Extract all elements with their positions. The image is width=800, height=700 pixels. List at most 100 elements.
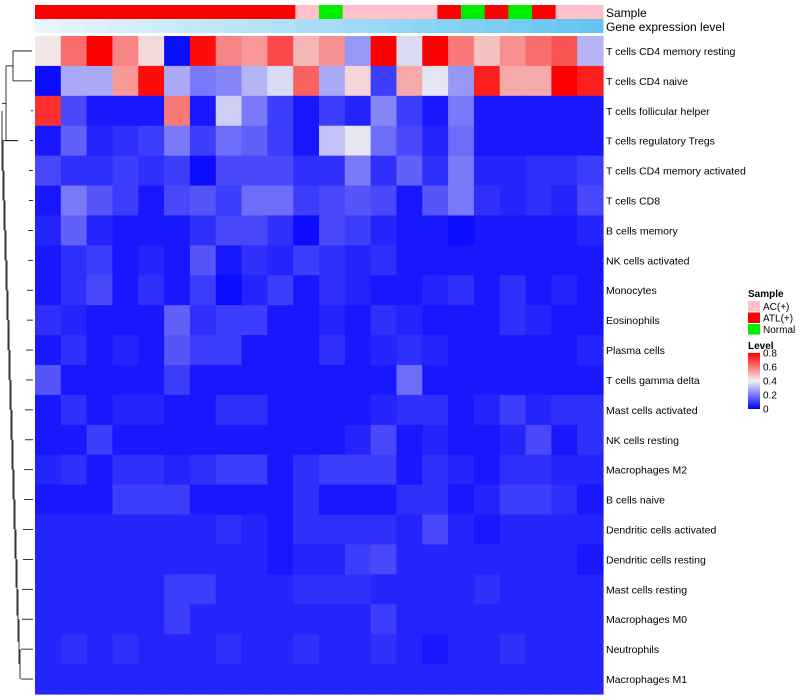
legend-sample-title: Sample (748, 289, 784, 300)
heatmap-cell (473, 245, 501, 276)
heatmap-cell (499, 215, 527, 246)
heatmap-cell (370, 394, 398, 426)
heatmap-cell (577, 36, 604, 67)
heatmap-cell (267, 454, 294, 486)
legend-level-tick-label: 0.2 (763, 391, 777, 402)
legend-sample-label: AC(+) (763, 302, 789, 313)
heatmap-cell (60, 544, 88, 575)
heatmap-cells (35, 36, 604, 695)
heatmap-cell (525, 245, 552, 276)
heatmap-cell (241, 155, 268, 187)
heatmap-cell (60, 36, 88, 67)
heatmap-cell (112, 394, 139, 426)
heatmap-cell (344, 155, 372, 187)
heatmap-cell (138, 424, 165, 456)
heatmap-cell (525, 634, 552, 665)
heatmap-cell (499, 365, 527, 396)
heatmap-cell (499, 454, 527, 486)
heatmap-cell (112, 335, 139, 366)
heatmap-cell (525, 305, 552, 336)
heatmap-cell (86, 95, 114, 127)
heatmap-cell (499, 155, 527, 187)
heatmap-cell (499, 65, 527, 97)
heatmap-cell (448, 275, 475, 306)
heatmap-cell (344, 604, 372, 635)
heatmap-cell (370, 424, 398, 456)
heatmap-cell (293, 574, 320, 605)
heatmap-cell (396, 664, 423, 695)
annotation-gene-level-cell (129, 19, 154, 33)
annotation-gene-level-cell (224, 19, 249, 33)
heatmap-cell (319, 185, 346, 217)
heatmap-cell (215, 544, 243, 575)
annotation-gene-level-cell (82, 19, 107, 33)
heatmap-cell (112, 65, 139, 97)
heatmap-cell (112, 365, 139, 396)
heatmap-cell (396, 484, 423, 516)
heatmap-cell (293, 305, 320, 336)
heatmap-cell (60, 95, 88, 127)
heatmap-cell (551, 245, 578, 276)
legend-level-tick-label: 0.6 (763, 363, 777, 374)
heatmap-cell (138, 305, 165, 336)
heatmap-cell (422, 335, 449, 366)
heatmap-cell (473, 424, 501, 456)
heatmap-cell (551, 36, 578, 67)
heatmap-cell (344, 245, 372, 276)
heatmap-cell (499, 275, 527, 306)
heatmap-cell (35, 574, 62, 605)
heatmap-cell (448, 634, 475, 665)
heatmap-cell (86, 215, 114, 246)
heatmap-cell (215, 394, 243, 426)
heatmap-cell (499, 634, 527, 665)
heatmap-cell (35, 604, 62, 635)
legend-level-tick-label: 0 (763, 405, 769, 416)
heatmap-cell (112, 275, 139, 306)
row-label: Mast cells resting (606, 584, 687, 596)
heatmap-cell (577, 574, 604, 605)
heatmap-cell (344, 484, 372, 516)
heatmap-cell (164, 36, 191, 67)
heatmap-cell (396, 454, 423, 486)
heatmap-cell (35, 245, 62, 276)
heatmap-cell (164, 125, 191, 157)
annotation-gene-level-cell (461, 19, 486, 33)
heatmap-cell (499, 245, 527, 276)
heatmap-cell (499, 574, 527, 605)
heatmap-cell (370, 484, 398, 516)
heatmap-cell (86, 185, 114, 217)
heatmap-cell (396, 544, 423, 575)
heatmap-cell (473, 215, 501, 246)
heatmap-cell (112, 95, 139, 127)
heatmap-cell (138, 185, 165, 217)
heatmap-cell (138, 604, 165, 635)
annotation-sample-cell (437, 5, 462, 19)
annotation-sample-cell (200, 5, 225, 19)
row-label: T cells follicular helper (606, 106, 710, 118)
heatmap-cell (370, 514, 398, 546)
heatmap-cell (344, 664, 372, 695)
heatmap-cell (86, 604, 114, 635)
heatmap-cell (60, 454, 88, 486)
heatmap-cell (138, 634, 165, 665)
heatmap-cell (267, 65, 294, 97)
legend-level-tick-label: 0.8 (763, 349, 777, 360)
heatmap-cell (215, 95, 243, 127)
heatmap-cell (60, 65, 88, 97)
heatmap-cell (60, 424, 88, 456)
row-labels: T cells CD4 memory resting T cells CD4 na… (606, 46, 746, 686)
heatmap-cell (189, 394, 217, 426)
heatmap-cell (138, 65, 165, 97)
heatmap-cell (525, 454, 552, 486)
row-label: T cells CD4 naive (606, 76, 688, 88)
heatmap-cell (215, 454, 243, 486)
heatmap-cell (319, 275, 346, 306)
heatmap-cell (60, 604, 88, 635)
heatmap-cell (293, 335, 320, 366)
heatmap-cell (138, 95, 165, 127)
heatmap-cell (525, 394, 552, 426)
heatmap-cell (241, 245, 268, 276)
heatmap-cell (551, 185, 578, 217)
annotation-gene-level-cell (106, 19, 131, 33)
heatmap-cell (35, 544, 62, 575)
